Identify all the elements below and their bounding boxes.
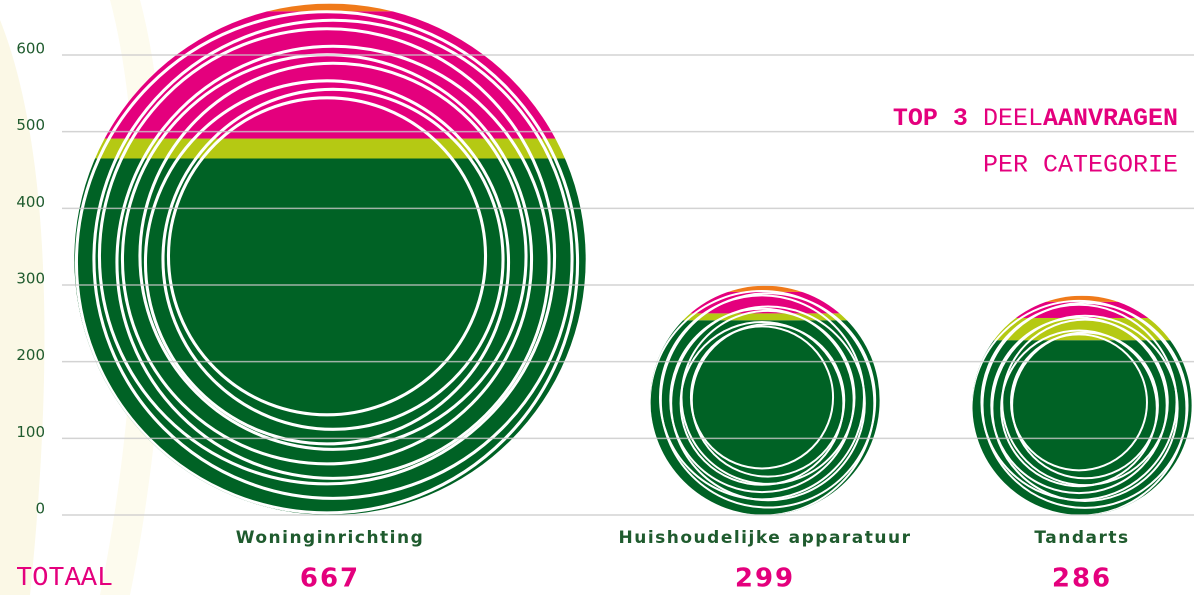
y-tick-label: 400 xyxy=(16,193,45,211)
x-tick-label: Woninginrichting xyxy=(236,528,425,548)
y-tick-label: 0 xyxy=(35,500,45,518)
title-part: AANVRAGEN xyxy=(1043,104,1178,133)
x-tick-label: Huishoudelijke apparatuur xyxy=(619,528,912,548)
total-value: 286 xyxy=(1052,564,1112,594)
title-part: DEEL xyxy=(983,104,1043,133)
y-tick-label: 100 xyxy=(16,423,45,441)
total-value: 299 xyxy=(735,564,795,594)
title-part: TOP 3 xyxy=(893,104,968,133)
segment xyxy=(648,313,881,320)
chart-title: TOP 3 DEELAANVRAGEN xyxy=(893,104,1178,133)
y-tick-label: 200 xyxy=(16,346,45,364)
chart-subtitle: PER CATEGORIE xyxy=(983,151,1178,180)
totals-label: TOTAAL xyxy=(16,564,113,594)
chart: Woninginrichting 667 Huishoudelijke appara… xyxy=(0,0,1194,595)
ring-stack xyxy=(970,296,1193,516)
ring-stack xyxy=(648,286,881,516)
y-tick-label: 300 xyxy=(16,270,45,288)
y-tick-label: 500 xyxy=(16,116,45,134)
y-tick-label: 600 xyxy=(16,40,45,58)
x-tick-label: Tandarts xyxy=(1034,528,1129,548)
total-value: 667 xyxy=(300,564,360,594)
segment xyxy=(72,4,587,12)
